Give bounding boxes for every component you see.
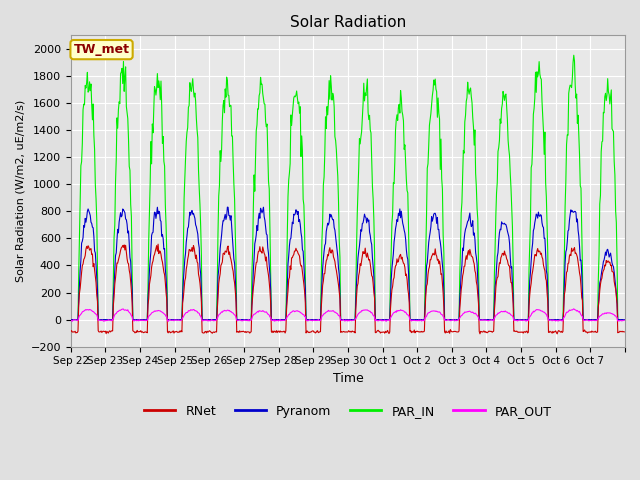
X-axis label: Time: Time (333, 372, 364, 385)
Y-axis label: Solar Radiation (W/m2, uE/m2/s): Solar Radiation (W/m2, uE/m2/s) (15, 100, 25, 282)
Legend: RNet, Pyranom, PAR_IN, PAR_OUT: RNet, Pyranom, PAR_IN, PAR_OUT (139, 400, 557, 423)
Title: Solar Radiation: Solar Radiation (290, 15, 406, 30)
Text: TW_met: TW_met (74, 43, 129, 56)
